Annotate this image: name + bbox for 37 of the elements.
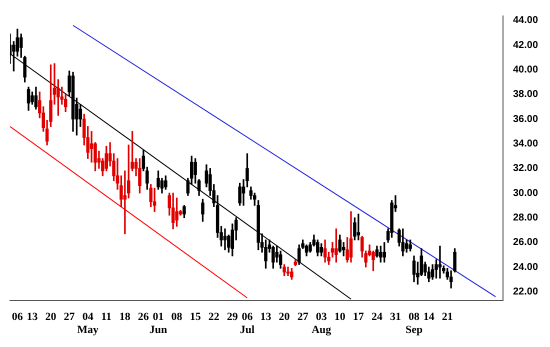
x-tick-label: 13 <box>26 311 38 324</box>
x-tick-label: 06 <box>12 311 24 324</box>
y-tick-label: 30.00 <box>512 188 538 199</box>
x-tick-label: 27 <box>64 311 76 324</box>
y-tick-label: 34.00 <box>512 138 538 150</box>
x-tick-label: 26 <box>138 311 150 324</box>
x-tick-label: 06 Jul <box>240 311 255 336</box>
y-tick-label: 22.00 <box>512 286 538 298</box>
x-tick-label: 22 <box>208 311 220 324</box>
x-tick-label: 10 <box>334 311 346 324</box>
y-tick-label: 42.00 <box>512 40 538 51</box>
x-tick-label: 13 <box>260 311 272 324</box>
x-tick-label: 24 <box>371 311 383 324</box>
x-tick-label: 08 Sep <box>405 311 423 336</box>
x-tick-label: 20 <box>278 311 290 324</box>
x-tick-label: 11 <box>101 311 112 324</box>
x-tick-label: 20 <box>45 311 57 324</box>
x-tick-label: 04 May <box>77 311 100 336</box>
y-tick-label: 28.00 <box>512 212 538 224</box>
x-tick-label: 29 <box>226 311 238 324</box>
y-tick-label: 44.00 <box>512 15 538 26</box>
y-tick-label: 24.00 <box>512 262 538 273</box>
x-tick-label: 15 <box>190 311 202 324</box>
y-tick-label: 32.00 <box>512 163 538 174</box>
y-tick-label: 36.00 <box>512 114 538 125</box>
x-tick-label: 18 <box>119 311 131 324</box>
x-tick-label: 31 <box>390 311 401 324</box>
y-tick-label: 26.00 <box>512 237 538 248</box>
x-tick-label: 14 <box>423 311 435 324</box>
x-tick-label: 27 <box>297 311 309 324</box>
y-tick-label: 40.00 <box>512 64 538 76</box>
x-tick-label: 17 <box>352 311 364 324</box>
x-tick-label: 01 Jun <box>149 311 168 336</box>
x-tick-label: 21 <box>442 311 453 324</box>
y-tick-label: 38.00 <box>512 89 538 100</box>
x-tick-label: 08 <box>171 311 183 324</box>
x-tick-label: 03 Aug <box>312 311 332 336</box>
